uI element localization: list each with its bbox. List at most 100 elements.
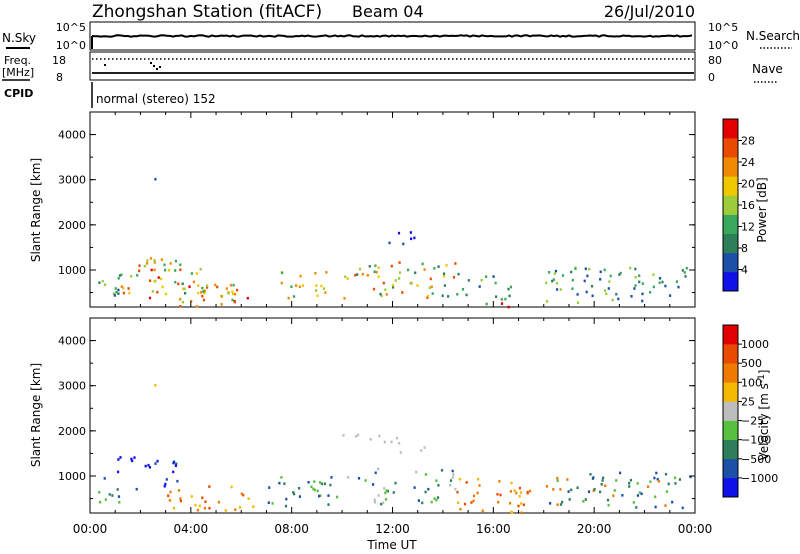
data-cell: [657, 480, 660, 483]
data-cell: [619, 271, 622, 275]
data-cell: [467, 279, 470, 282]
data-cell: [120, 273, 123, 277]
data-cell: [520, 491, 523, 494]
colorbar-segment: [723, 195, 738, 215]
velocity-ylabel: Slant Range [km]: [29, 363, 43, 467]
data-cell: [112, 292, 116, 295]
data-cell: [591, 294, 594, 298]
data-cell: [384, 491, 387, 495]
data-cell: [641, 299, 644, 303]
data-cell: [167, 494, 170, 498]
colorbar-tick-label: −25: [741, 415, 764, 428]
data-cell: [435, 498, 438, 502]
data-cell: [172, 506, 175, 510]
data-cell: [319, 494, 322, 497]
data-cell: [652, 273, 655, 276]
data-cell: [461, 288, 465, 291]
data-cell: [284, 504, 288, 508]
data-cell: [114, 287, 117, 290]
data-cell: [104, 498, 107, 501]
data-cell: [612, 494, 615, 497]
data-cell: [456, 490, 459, 494]
data-cell: [609, 274, 612, 278]
data-cell: [603, 268, 606, 272]
colorbar-segment: [723, 439, 738, 460]
data-cell: [179, 305, 182, 308]
data-cell: [313, 488, 316, 492]
data-cell: [324, 291, 327, 294]
nave-tick-top: 80: [708, 54, 722, 67]
data-cell: [546, 300, 549, 303]
data-cell: [298, 495, 301, 498]
data-cell: [344, 275, 347, 279]
data-cell: [111, 494, 114, 497]
data-cell: [295, 284, 298, 287]
data-cell: [377, 494, 380, 497]
data-cell: [146, 262, 149, 265]
data-cell: [103, 477, 106, 480]
data-cell: [195, 272, 198, 275]
colorbar-tick-label: 25: [741, 395, 755, 408]
freq-excursion-dot: [159, 66, 161, 68]
data-cell: [347, 476, 350, 479]
cpid-label: CPID: [4, 87, 33, 100]
data-cell: [617, 297, 620, 301]
data-cell: [343, 297, 346, 300]
x-tick-label: 12:00: [375, 522, 410, 536]
data-cell: [402, 242, 405, 246]
data-cell: [202, 290, 205, 293]
colorbar-tick-label: 20: [741, 178, 755, 191]
data-cell: [285, 497, 288, 501]
data-cell: [664, 284, 667, 288]
nsky-panel-frame: [89, 21, 696, 51]
data-cell: [382, 501, 385, 505]
data-cell: [169, 490, 172, 494]
data-cell: [357, 433, 360, 437]
data-cell: [463, 502, 467, 506]
data-cell: [310, 485, 313, 489]
data-cell: [507, 305, 510, 309]
data-cell: [128, 291, 131, 295]
data-cell: [383, 487, 386, 490]
data-cell: [268, 486, 271, 489]
data-cell: [98, 281, 101, 284]
data-cell: [127, 287, 130, 290]
data-cell: [183, 287, 186, 291]
data-cell: [390, 264, 393, 268]
data-cell: [465, 293, 468, 297]
y-tick-label: 1000: [58, 264, 86, 277]
data-cell: [217, 500, 220, 504]
data-cell: [206, 286, 209, 289]
data-cell: [630, 295, 633, 298]
data-cell: [480, 278, 483, 282]
colorbar-segment: [723, 325, 738, 345]
data-cell: [615, 479, 618, 482]
data-cell: [442, 275, 446, 278]
data-cell: [375, 271, 378, 274]
cpid-text: normal (stereo) 152: [96, 92, 216, 106]
data-cell: [151, 290, 154, 293]
data-cell: [427, 487, 430, 491]
data-cell: [385, 293, 388, 296]
y-tick-label: 3000: [58, 174, 86, 187]
data-cell: [478, 484, 481, 487]
data-cell: [394, 481, 397, 485]
data-cell: [115, 291, 118, 294]
data-cell: [330, 476, 333, 479]
data-cell: [358, 267, 362, 271]
data-cell: [510, 481, 513, 485]
data-cell: [649, 480, 652, 483]
colorbar-tick-label: −1000: [741, 472, 778, 485]
data-cell: [683, 271, 686, 274]
data-cell: [454, 487, 457, 491]
data-cell: [122, 291, 125, 295]
data-cell: [437, 484, 440, 487]
data-cell: [433, 497, 436, 500]
data-cell: [602, 476, 605, 480]
data-cell: [346, 277, 349, 280]
data-cell: [472, 494, 476, 498]
data-cell: [204, 500, 207, 503]
y-tick-label: 2000: [58, 219, 86, 232]
freq-excursion-dot: [156, 68, 158, 70]
data-cell: [150, 268, 153, 272]
